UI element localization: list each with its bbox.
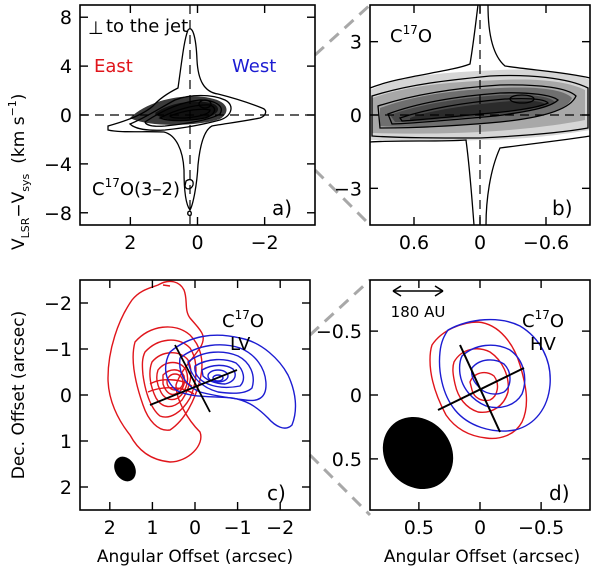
panel-d-red-contours [429,321,528,440]
panel-a-ytick-label-4: 8 [60,7,72,29]
panel-c-beam [114,456,136,482]
panel-d-ytick-label-1: 0 [350,385,362,407]
panel-c-jet-axis [174,344,211,413]
panel-c-range-label: LV [230,334,251,355]
panel-b-tag: b) [552,196,573,220]
panel-c-molecule-label: C17O [222,308,264,332]
zoom-guide-c-top [308,278,372,337]
panel-d-ytick-label-2: −0.5 [316,321,362,343]
zoom-guide-c-bottom [308,453,372,517]
panel-a-ytick-label-1: −4 [44,154,72,176]
panel-d-xtick-label-0: 0.5 [404,517,434,539]
panel-c-ytick-label-2: 0 [60,385,72,407]
panel-c-ytick-label-4: −2 [44,293,72,315]
panel-a-contours [107,28,267,217]
panel-c-ytick-label-1: 1 [60,431,72,453]
panel-d-scalebar: 180 AU [391,285,446,321]
panel-d-range-label: HV [530,334,557,355]
panel-a-xtick-label-1: 0 [191,232,203,254]
zoom-guide-a-top [313,3,372,57]
panel-c-xtick-label-2: 0 [189,517,201,539]
panel-c-ylabel: Dec. Offset (arcsec) [9,311,29,480]
panel-b-contours [369,4,591,226]
panel-b-xticks: 0.6 0 −0.6 [399,5,569,254]
panel-a-west-label: West [232,56,276,77]
panel-a-molecule-label: C17O(3–2) [92,176,180,200]
panel-a-xtick-label-2: −2 [251,232,279,254]
panel-d-xtick-label-1: 0 [474,517,486,539]
panel-d-xticks: 0.5 0 −0.5 [404,280,564,539]
panel-c-ytick-label-0: 2 [60,477,72,499]
panel-b: 0.6 0 −0.6 −3 0 3 C17O b) [334,4,591,254]
panel-d-tag: d) [549,481,570,505]
panel-c-xtick-label-4: −2 [266,517,294,539]
panel-a-east-label: East [94,56,133,77]
panel-d-beam [382,416,454,490]
panel-d-blue-contours [438,318,551,432]
panel-c-tag: c) [267,481,286,505]
panel-a: 2 0 −2 −8 −4 0 4 8 ⊥ to the jet East West C17O… [6,4,316,254]
panel-d-scalebar-label: 180 AU [391,303,446,321]
panel-a-jet-note: to the jet [106,16,188,37]
panel-c-yticks: 2 1 0 −1 −2 [44,293,310,499]
panel-a-ylabel: VLSR−Vsys(km s−1) [6,94,32,250]
panel-a-xticks: 2 0 −2 [124,5,279,254]
panel-d: 180 AU 0.5 0 −0.5 0.5 0 −0.5 C17O HV d) Angu… [316,279,591,567]
panel-b-xtick-label-0: 0.6 [399,232,429,254]
panel-a-ytick-label-0: −8 [44,203,72,225]
panel-b-ytick-label-0: −3 [334,178,362,200]
panel-b-xtick-label-1: 0 [474,232,486,254]
panel-c-xlabel: Angular Offset (arcsec) [97,547,293,567]
panel-b-xtick-label-2: −0.6 [523,232,569,254]
panel-d-yticks: 0.5 0 −0.5 [316,321,590,471]
zoom-guide-a-bottom [313,168,372,227]
panel-c-xtick-label-1: 1 [146,517,158,539]
panel-a-ytick-label-3: 4 [60,56,72,78]
panel-b-ytick-label-2: 3 [350,32,362,54]
panel-d-xlabel: Angular Offset (arcsec) [384,547,580,567]
panel-c-xtick-label-3: −1 [224,517,252,539]
panel-c-xtick-label-0: 2 [104,517,116,539]
panel-c-perp-axis [149,369,238,406]
panel-c: 2 1 0 −1 −2 2 1 0 −1 −2 C17O LV c) Angular Offse… [9,279,311,567]
panel-d-molecule-label: C17O [522,308,564,332]
panel-b-molecule-label: C17O [390,23,432,47]
panel-a-ytick-label-2: 0 [60,105,72,127]
panel-b-yticks: −3 0 3 [334,32,590,200]
panel-d-ytick-label-0: 0.5 [332,449,362,471]
panel-d-perp-axis [437,367,525,411]
panel-a-yticks: −8 −4 0 4 8 [44,7,315,225]
panel-b-ytick-label-1: 0 [350,105,362,127]
panel-a-xtick-label-0: 2 [124,232,136,254]
panel-a-jet-symbol: ⊥ [88,18,104,39]
panel-c-xticks: 2 1 0 −1 −2 [104,280,294,539]
panel-c-ytick-label-3: −1 [44,339,72,361]
panel-d-xtick-label-2: −0.5 [518,517,564,539]
panel-a-tag: a) [272,196,292,220]
